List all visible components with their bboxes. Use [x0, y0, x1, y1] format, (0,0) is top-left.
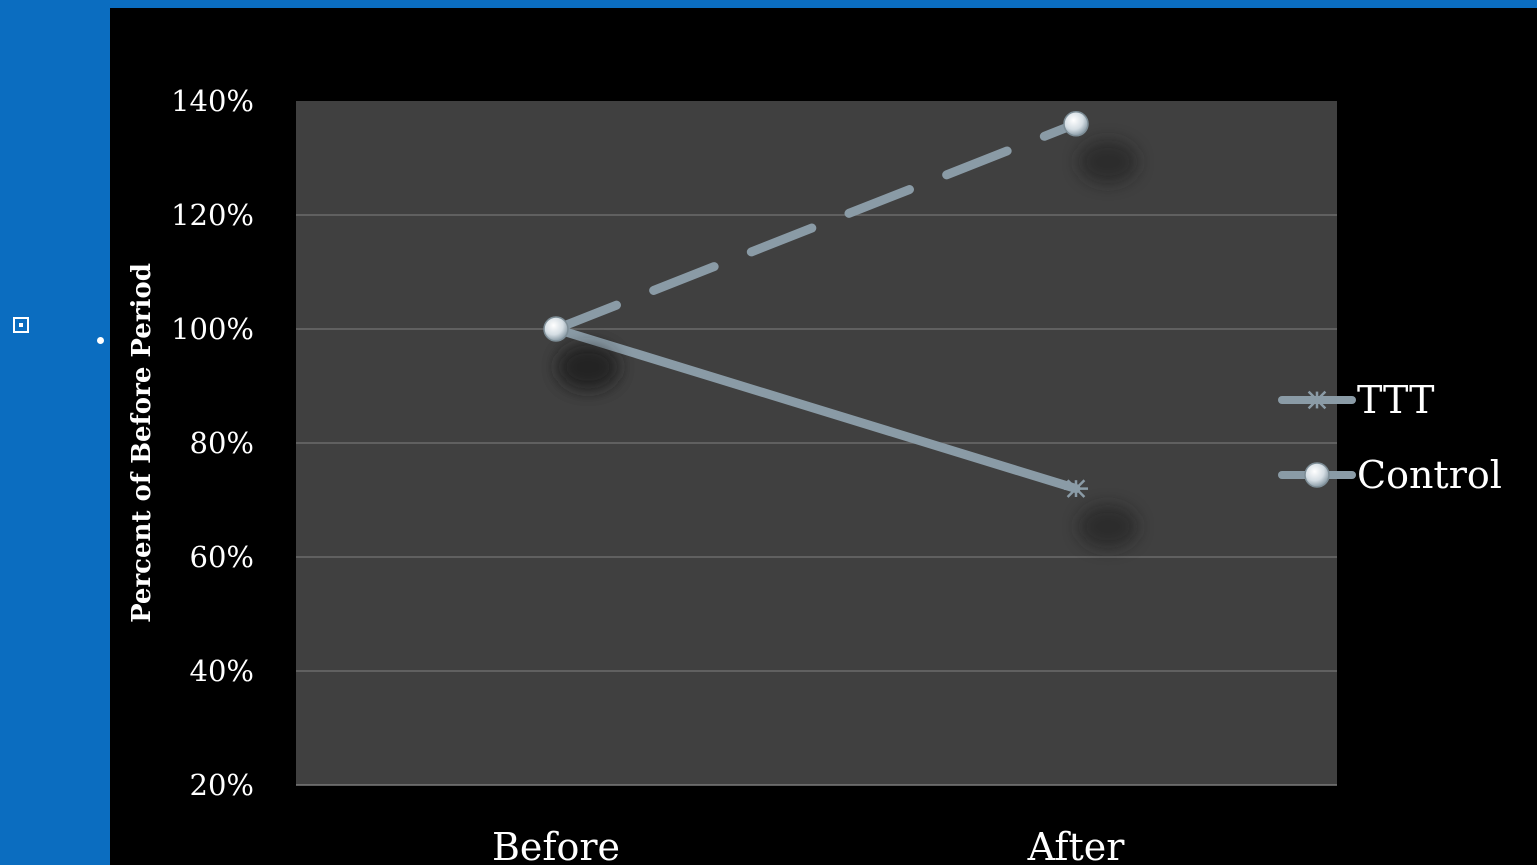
- legend-entry-control: Control: [1278, 453, 1502, 497]
- top-accent-band: [0, 0, 1537, 8]
- legend-marker-control: [1304, 462, 1330, 488]
- series-line-control: [551, 119, 1081, 334]
- legend-label: Control: [1357, 453, 1502, 497]
- y-axis-title: Percent of Before Period: [127, 263, 157, 623]
- data-point-control: [543, 316, 569, 342]
- y-tick-label: 140%: [171, 84, 254, 118]
- y-tick-label: 120%: [171, 198, 254, 232]
- series-line-ttt: [551, 324, 1081, 494]
- marker-shadow: [1078, 504, 1138, 549]
- data-point-ttt: [1064, 479, 1088, 498]
- y-tick-label: 40%: [190, 654, 254, 688]
- bullet-dot-icon: [97, 337, 104, 344]
- x-category-label: After: [1027, 825, 1126, 865]
- y-tick-label: 20%: [190, 768, 254, 802]
- legend-label: TTT: [1357, 378, 1434, 422]
- marker-shadow: [558, 345, 618, 389]
- y-tick-label: 60%: [190, 540, 254, 574]
- marker-shadow: [1078, 139, 1138, 184]
- y-tick-label: 80%: [190, 426, 254, 460]
- x-category-label: Before: [492, 825, 620, 865]
- left-accent-band: [0, 0, 110, 865]
- data-point-control: [1063, 111, 1089, 137]
- bullet-square-icon: [13, 317, 29, 333]
- legend-entry-ttt: TTT: [1278, 378, 1434, 422]
- y-tick-label: 100%: [171, 312, 254, 346]
- legend-marker-ttt: [1305, 390, 1329, 410]
